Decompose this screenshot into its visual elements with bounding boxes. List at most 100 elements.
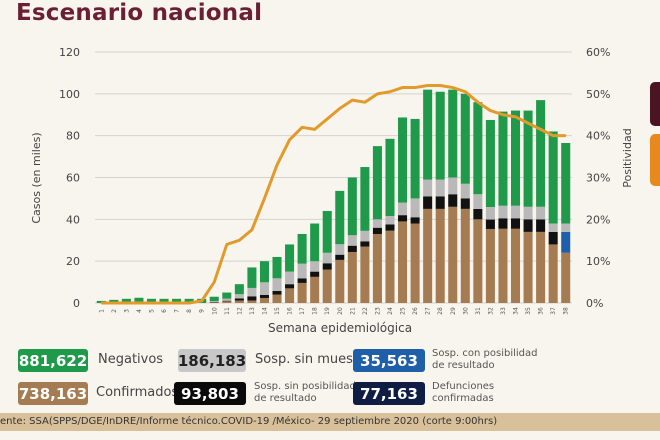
bar-segment <box>322 252 332 264</box>
bar-segment <box>423 208 433 303</box>
x-tick-label: 15 <box>274 307 281 315</box>
x-tick-label: 12 <box>236 307 243 315</box>
positivity-point <box>288 139 291 141</box>
confirmados-label: Confirmados <box>96 385 179 400</box>
positivity-point <box>238 239 241 242</box>
legend-swatch-maroon <box>650 82 660 126</box>
x-tick-label: 26 <box>412 307 419 315</box>
bar-segment <box>498 218 508 229</box>
x-tick-label: 11 <box>224 307 231 315</box>
x-tick-label: 6 <box>161 309 168 313</box>
bar-segment <box>510 110 521 206</box>
x-tick-label: 1 <box>98 309 105 313</box>
bar-segment <box>485 119 495 207</box>
positivity-point <box>326 118 329 120</box>
positivity-point <box>313 128 316 131</box>
bar-segment <box>561 252 571 303</box>
bar-segment <box>222 300 232 302</box>
bar-segment <box>561 223 571 232</box>
negativos-label: Negativos <box>98 352 164 367</box>
x-tick-label: 7 <box>174 309 181 313</box>
bar-segment <box>372 219 382 228</box>
bar-segment <box>310 271 320 277</box>
bar-segment <box>347 245 357 252</box>
bar-segment <box>360 230 370 242</box>
x-tick-label: 30 <box>462 307 469 315</box>
x-tick-label: 23 <box>374 307 381 315</box>
y-tick-label: 0 <box>73 297 80 310</box>
bar-segment <box>335 254 345 260</box>
bar-segment <box>410 223 420 303</box>
bar-segment <box>561 231 571 253</box>
label-line2: de resultado <box>432 360 495 371</box>
bar-segment <box>372 146 382 220</box>
bar-segment <box>448 177 458 195</box>
bar-segment <box>510 228 521 303</box>
bar-segment <box>222 298 232 301</box>
positivity-point <box>200 300 203 302</box>
bar-segment <box>322 263 332 270</box>
x-tick-label: 37 <box>550 307 557 315</box>
x-tick-label: 36 <box>538 307 545 315</box>
positivity-point <box>552 134 554 137</box>
bar-segment <box>460 198 470 209</box>
bar-segment <box>485 228 495 303</box>
positivity-line-path <box>101 83 566 305</box>
y2-tick-label: 20% <box>586 213 610 226</box>
bar-segment <box>247 287 257 297</box>
positivity-point <box>464 90 467 93</box>
bar-segment <box>234 300 244 303</box>
bar-segment <box>410 217 420 224</box>
x-tick-label: 35 <box>525 307 532 315</box>
bar-segment <box>423 89 433 180</box>
confirmados-value: 738,163 <box>18 382 88 405</box>
legend-swatch-orange <box>650 134 660 186</box>
bar-segment <box>310 261 320 272</box>
bar-segment <box>285 244 295 272</box>
bar-segment <box>510 218 521 229</box>
sin-muestra-value: 186,183 <box>178 349 246 372</box>
x-tick-label: 34 <box>513 307 520 315</box>
positivity-point <box>502 113 504 116</box>
x-tick-label: 3 <box>123 309 130 313</box>
bar-segment <box>209 296 219 302</box>
bar-segment <box>523 219 533 232</box>
y2-tick-label: 60% <box>586 46 610 59</box>
bar-segment <box>285 271 295 285</box>
positivity-line <box>100 83 567 305</box>
bar-segment <box>548 131 558 224</box>
bar-segment <box>485 219 495 229</box>
bar-segment <box>259 282 269 295</box>
x-tick-label: 9 <box>199 309 206 313</box>
bar-segment <box>460 183 470 199</box>
positivity-point <box>301 126 303 129</box>
positivity-point <box>226 243 228 246</box>
negativos-value: 881,622 <box>18 349 88 372</box>
positivity-point <box>451 86 454 89</box>
positivity-point <box>125 302 128 304</box>
bar-segment <box>398 202 408 216</box>
bar-segment <box>536 206 546 220</box>
bar-segment <box>448 89 458 178</box>
bars <box>96 89 571 303</box>
x-tick-label: 25 <box>400 307 407 315</box>
bar-segment <box>247 267 257 288</box>
bar-segment <box>473 208 483 220</box>
bar-segment <box>398 117 408 203</box>
bar-segment <box>297 263 307 279</box>
x-tick-label: 21 <box>349 307 356 315</box>
bar-segment <box>297 282 307 303</box>
positivity-point <box>276 164 278 166</box>
y-tick-label: 40 <box>66 213 80 226</box>
con-posibilidad-label: Sosp. con posibilidad de resultado <box>432 348 537 372</box>
bar-segment <box>222 292 232 299</box>
bar-segment <box>372 227 382 234</box>
y-tick-label: 20 <box>66 255 80 268</box>
bar-segment <box>360 246 370 303</box>
bar-segment <box>272 294 282 303</box>
x-tick-label: 22 <box>362 307 369 315</box>
label-line2: confirmadas <box>432 393 494 404</box>
positivity-point <box>163 302 165 304</box>
x-tick-label: 27 <box>425 307 432 315</box>
bar-segment <box>448 206 458 303</box>
